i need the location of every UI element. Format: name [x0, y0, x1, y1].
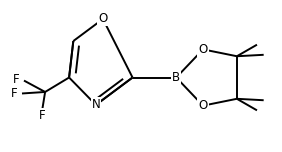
Text: N: N	[91, 98, 100, 111]
Text: F: F	[39, 109, 46, 122]
Text: O: O	[199, 99, 208, 112]
Text: F: F	[13, 73, 19, 86]
Text: F: F	[11, 87, 17, 100]
Text: O: O	[98, 12, 107, 26]
Text: O: O	[199, 43, 208, 56]
Text: B: B	[172, 71, 180, 84]
